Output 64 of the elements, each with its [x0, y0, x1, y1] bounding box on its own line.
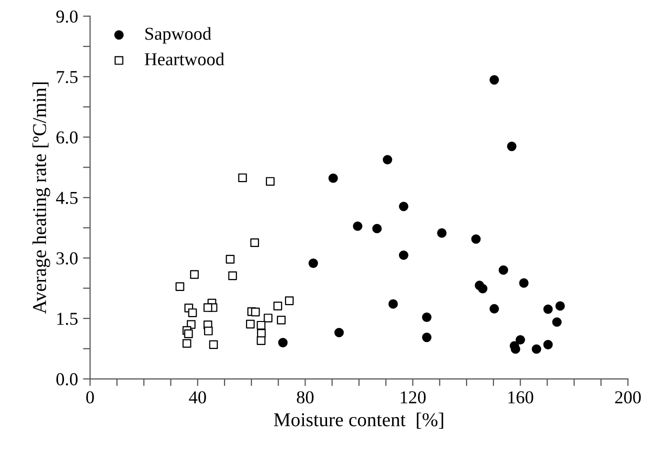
point — [228, 271, 237, 280]
y-tick-label: 6.0 — [56, 131, 78, 144]
point — [422, 312, 432, 322]
point — [276, 316, 286, 324]
point — [543, 304, 553, 314]
point — [490, 304, 499, 314]
x-tick-label: 40 — [188, 391, 206, 404]
point — [188, 308, 197, 318]
point — [278, 338, 288, 348]
point — [209, 340, 218, 350]
y-axis-title: Average heating rate [ºC/min] — [32, 82, 50, 314]
point — [246, 320, 255, 328]
point — [422, 332, 432, 342]
point — [204, 303, 212, 312]
point — [328, 173, 338, 183]
point — [437, 228, 447, 238]
point — [519, 278, 529, 288]
x-tick-label: 80 — [296, 391, 314, 404]
point — [507, 142, 516, 152]
x-tick-label: 120 — [400, 391, 426, 404]
point — [264, 314, 272, 322]
point — [334, 328, 344, 338]
point — [184, 329, 193, 338]
point — [182, 339, 192, 348]
point — [176, 282, 184, 291]
point — [532, 344, 542, 354]
point — [490, 75, 499, 85]
point — [238, 173, 247, 182]
point — [552, 317, 562, 327]
legend-label: Sapwood — [145, 27, 212, 44]
point — [555, 301, 565, 311]
legend-label: Heartwood — [144, 52, 224, 66]
point — [284, 296, 294, 306]
point — [308, 258, 318, 268]
point — [398, 250, 408, 260]
point — [256, 336, 266, 345]
y-tick-label: 1.5 — [57, 312, 78, 325]
point — [398, 202, 408, 212]
point — [388, 299, 398, 309]
point — [266, 177, 275, 186]
x-tick-label: 200 — [615, 391, 641, 404]
point — [250, 238, 260, 248]
point — [478, 284, 488, 294]
point — [190, 270, 199, 279]
point — [382, 154, 392, 164]
point — [226, 254, 235, 264]
y-tick-label: 4.5 — [56, 192, 78, 204]
point — [256, 320, 266, 330]
x-axis-title: Moisture content [%] — [274, 412, 444, 429]
point — [251, 308, 260, 316]
y-tick-label: 9.0 — [56, 10, 78, 23]
point — [204, 326, 213, 336]
point — [498, 265, 508, 275]
point — [273, 302, 282, 310]
point — [516, 335, 526, 345]
point — [543, 340, 553, 350]
y-tick-label: 7.5 — [56, 71, 78, 84]
y-tick-label: 3.0 — [56, 252, 78, 265]
x-tick-label: 0 — [86, 391, 94, 404]
x-tick-label: 160 — [508, 391, 534, 404]
point — [372, 224, 382, 234]
y-tick-label: 0.0 — [56, 373, 78, 386]
point — [471, 234, 481, 244]
point — [352, 221, 362, 231]
